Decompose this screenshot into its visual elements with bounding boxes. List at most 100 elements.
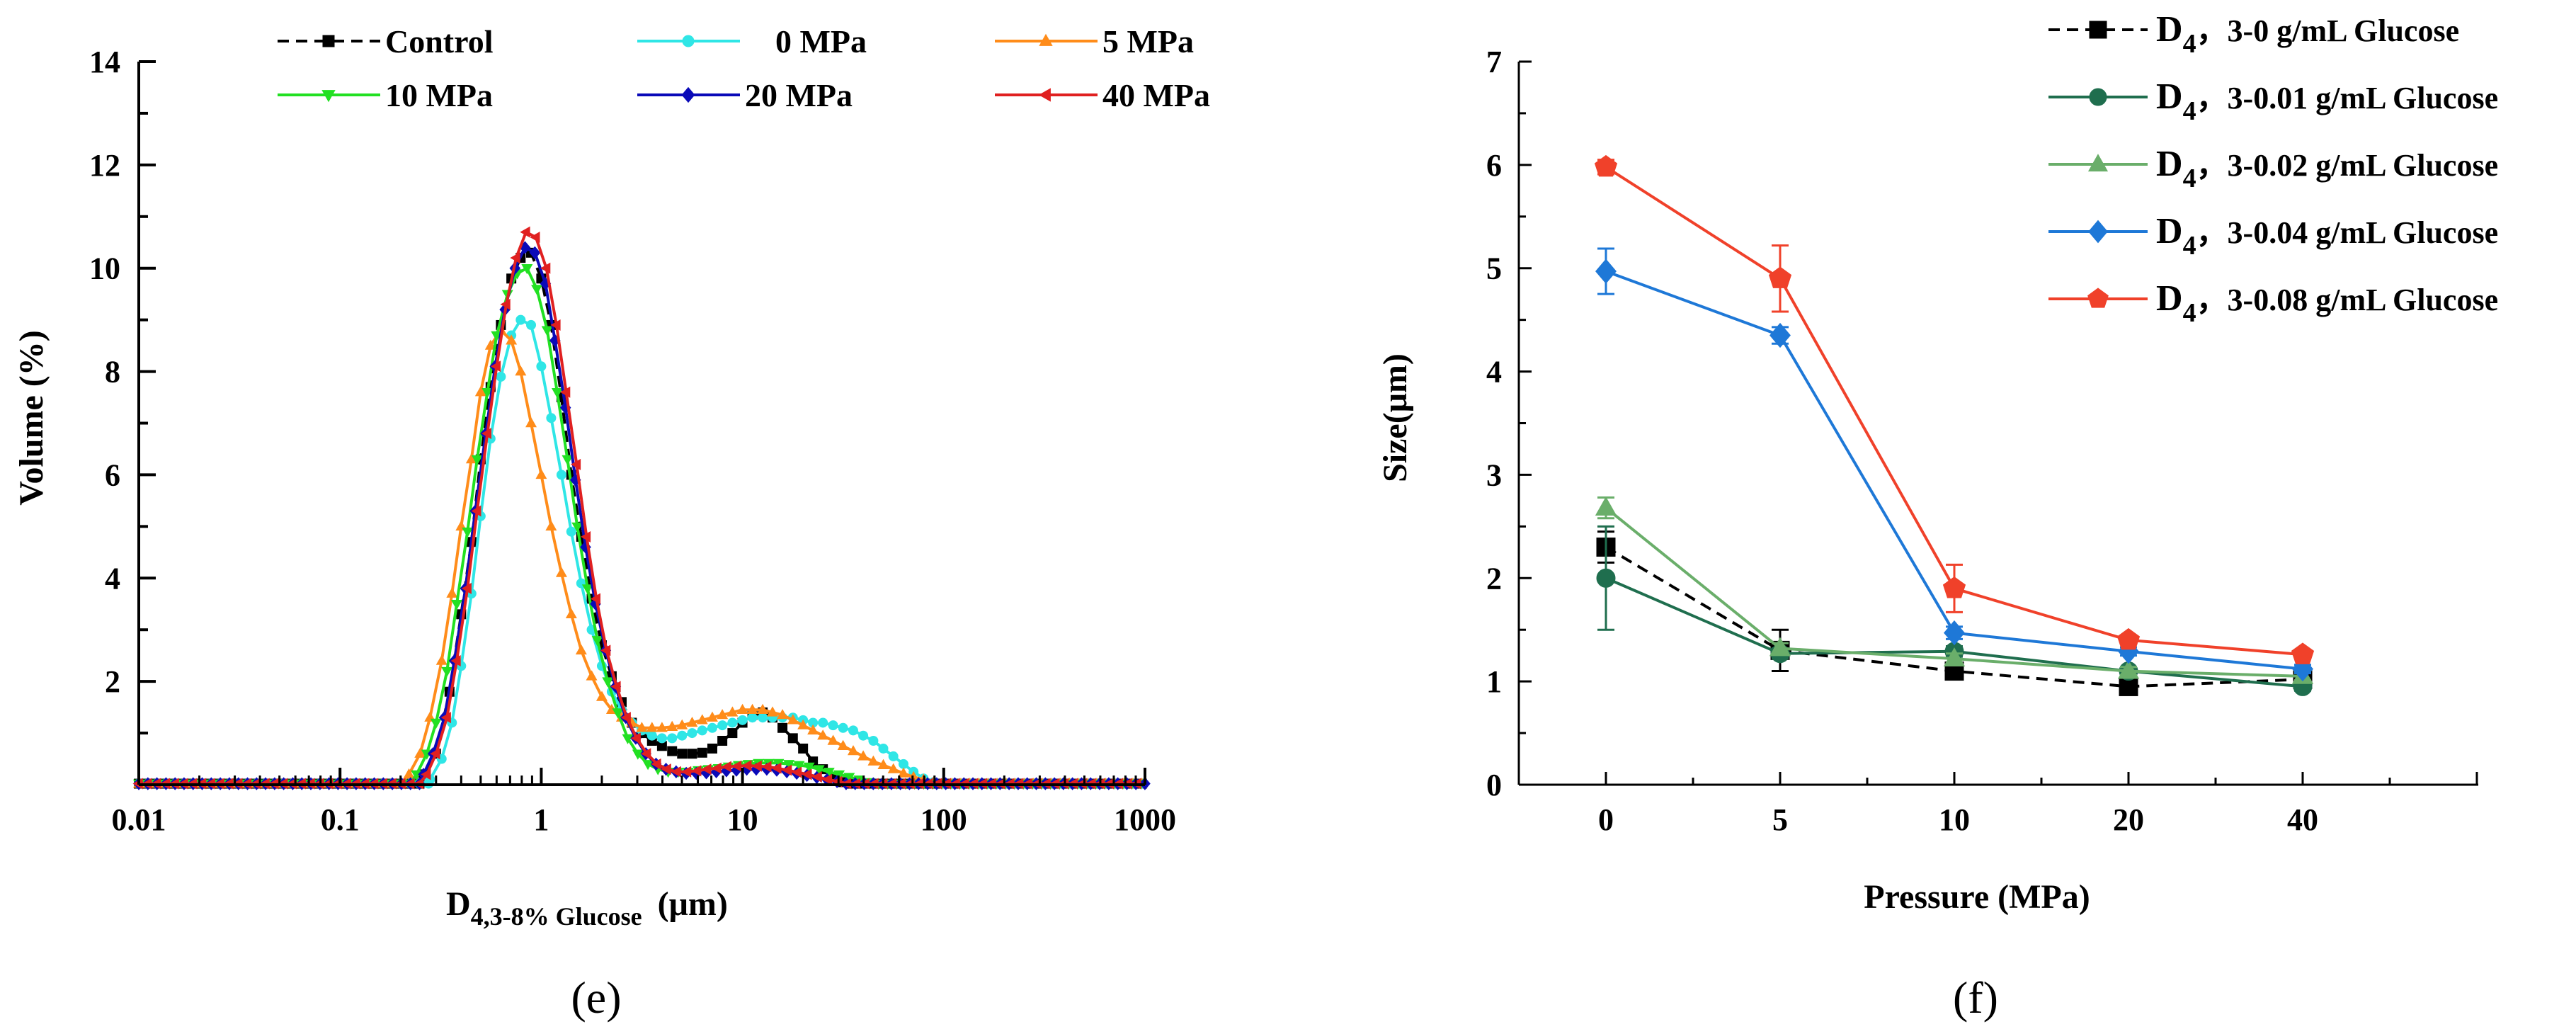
data-point [818, 717, 828, 728]
data-point [525, 416, 537, 428]
legend-label: 0 MPa [775, 23, 867, 59]
data-point [555, 567, 567, 577]
data-point [877, 759, 889, 769]
legend-label-main: D [2156, 76, 2183, 117]
data-point [847, 745, 859, 756]
data-point [529, 246, 541, 260]
data-point [546, 413, 557, 424]
data-point [600, 644, 611, 657]
legend-label-rest: ，3-0.01 g/mL Glucose [2196, 81, 2499, 115]
data-point [667, 733, 678, 744]
series-20-mpa [133, 241, 1151, 790]
legend-item: D4，3-0.02 g/mL Glucose [2048, 144, 2498, 193]
data-point [721, 761, 731, 773]
data-point [811, 771, 822, 783]
data-point [590, 593, 600, 605]
data-point [798, 743, 809, 754]
data-point [441, 666, 453, 678]
data-point [474, 386, 486, 397]
x-tick-label-f: 0 [1598, 802, 1614, 837]
y-tick-label-e: 8 [105, 355, 120, 390]
axes-f: 0 1 2 3 4 5 6 7 0 5 10 20 40 [1486, 45, 2478, 837]
data-point [521, 264, 533, 275]
data-point [686, 716, 698, 727]
data-point [531, 285, 543, 295]
x-tick-label-e: 0.1 [321, 802, 360, 837]
data-point [813, 765, 825, 776]
panel-label-f: (f) [1953, 972, 1998, 1023]
y-tick-label-f: 5 [1486, 251, 1502, 286]
data-point [646, 730, 657, 741]
data-point [736, 703, 748, 714]
legend-marker [2089, 88, 2107, 106]
data-point [727, 717, 738, 728]
legend-item: D4，3-0.01 g/mL Glucose [2048, 76, 2498, 126]
data-point [1596, 568, 1616, 588]
data-point [1768, 266, 1792, 288]
series-control [134, 247, 1147, 789]
data-point [656, 722, 668, 732]
data-point [566, 526, 576, 537]
data-point [1944, 620, 1965, 646]
data-point [828, 720, 838, 731]
legend-label-rest: ，3-0.02 g/mL Glucose [2196, 148, 2499, 183]
series-line [139, 266, 1141, 785]
data-point [530, 231, 540, 243]
data-point [838, 722, 848, 733]
y-tick-label-f: 4 [1486, 355, 1502, 390]
data-point [701, 763, 712, 776]
y-tick-label-e: 12 [89, 148, 120, 183]
data-point [696, 714, 708, 725]
data-point [484, 339, 496, 350]
series-line [139, 245, 1145, 785]
data-point [440, 712, 451, 724]
data-point [575, 644, 587, 655]
legend-item: Control [278, 23, 494, 59]
data-point [540, 262, 551, 274]
data-point [565, 608, 577, 618]
data-point [888, 751, 899, 761]
panel-label-e: (e) [571, 972, 621, 1023]
data-point [581, 584, 593, 595]
data-point [591, 636, 603, 647]
y-tick-label-e: 2 [105, 664, 120, 699]
series-40-mpa [132, 226, 1141, 790]
data-point [666, 720, 678, 731]
legend-label: 20 MPa [745, 77, 853, 113]
data-point [857, 750, 870, 761]
data-point [551, 388, 563, 399]
data-point [878, 743, 889, 754]
y-tick-label-e: 4 [105, 561, 120, 596]
data-point [667, 746, 678, 756]
data-point [697, 747, 707, 758]
data-point [515, 365, 527, 376]
x-tick-label-f: 20 [2113, 802, 2144, 837]
series-line [139, 229, 1137, 785]
legend-label-sub: 4 [2183, 231, 2196, 261]
x-axis-title-e: D4,3-8% Glucose (μm) [446, 885, 728, 931]
data-point [791, 766, 802, 778]
x-axis-title-main-e: D [446, 885, 471, 923]
legend-label: D4，3-0.01 g/mL Glucose [2156, 76, 2498, 126]
x-tick-label-e: 10 [727, 802, 758, 837]
legend-marker [2089, 21, 2107, 39]
legend-label: 40 MPa [1102, 77, 1210, 113]
data-point [717, 720, 728, 731]
data-point [676, 719, 688, 729]
legend-label: D4，3-0 g/mL Glucose [2156, 9, 2459, 59]
data-point [595, 691, 608, 701]
data-point [821, 773, 833, 785]
data-point [793, 761, 805, 771]
data-point [731, 760, 742, 772]
data-point [632, 749, 644, 760]
data-point [661, 763, 671, 776]
data-point [751, 760, 762, 772]
data-point [833, 770, 845, 780]
y-axis-title-f: Size(μm) [1377, 353, 1414, 482]
data-point [462, 527, 474, 538]
data-point [520, 226, 530, 238]
data-point [697, 725, 707, 736]
legend-label: D4，3-0.04 g/mL Glucose [2156, 211, 2498, 261]
y-tick-label-f: 7 [1486, 45, 1502, 79]
